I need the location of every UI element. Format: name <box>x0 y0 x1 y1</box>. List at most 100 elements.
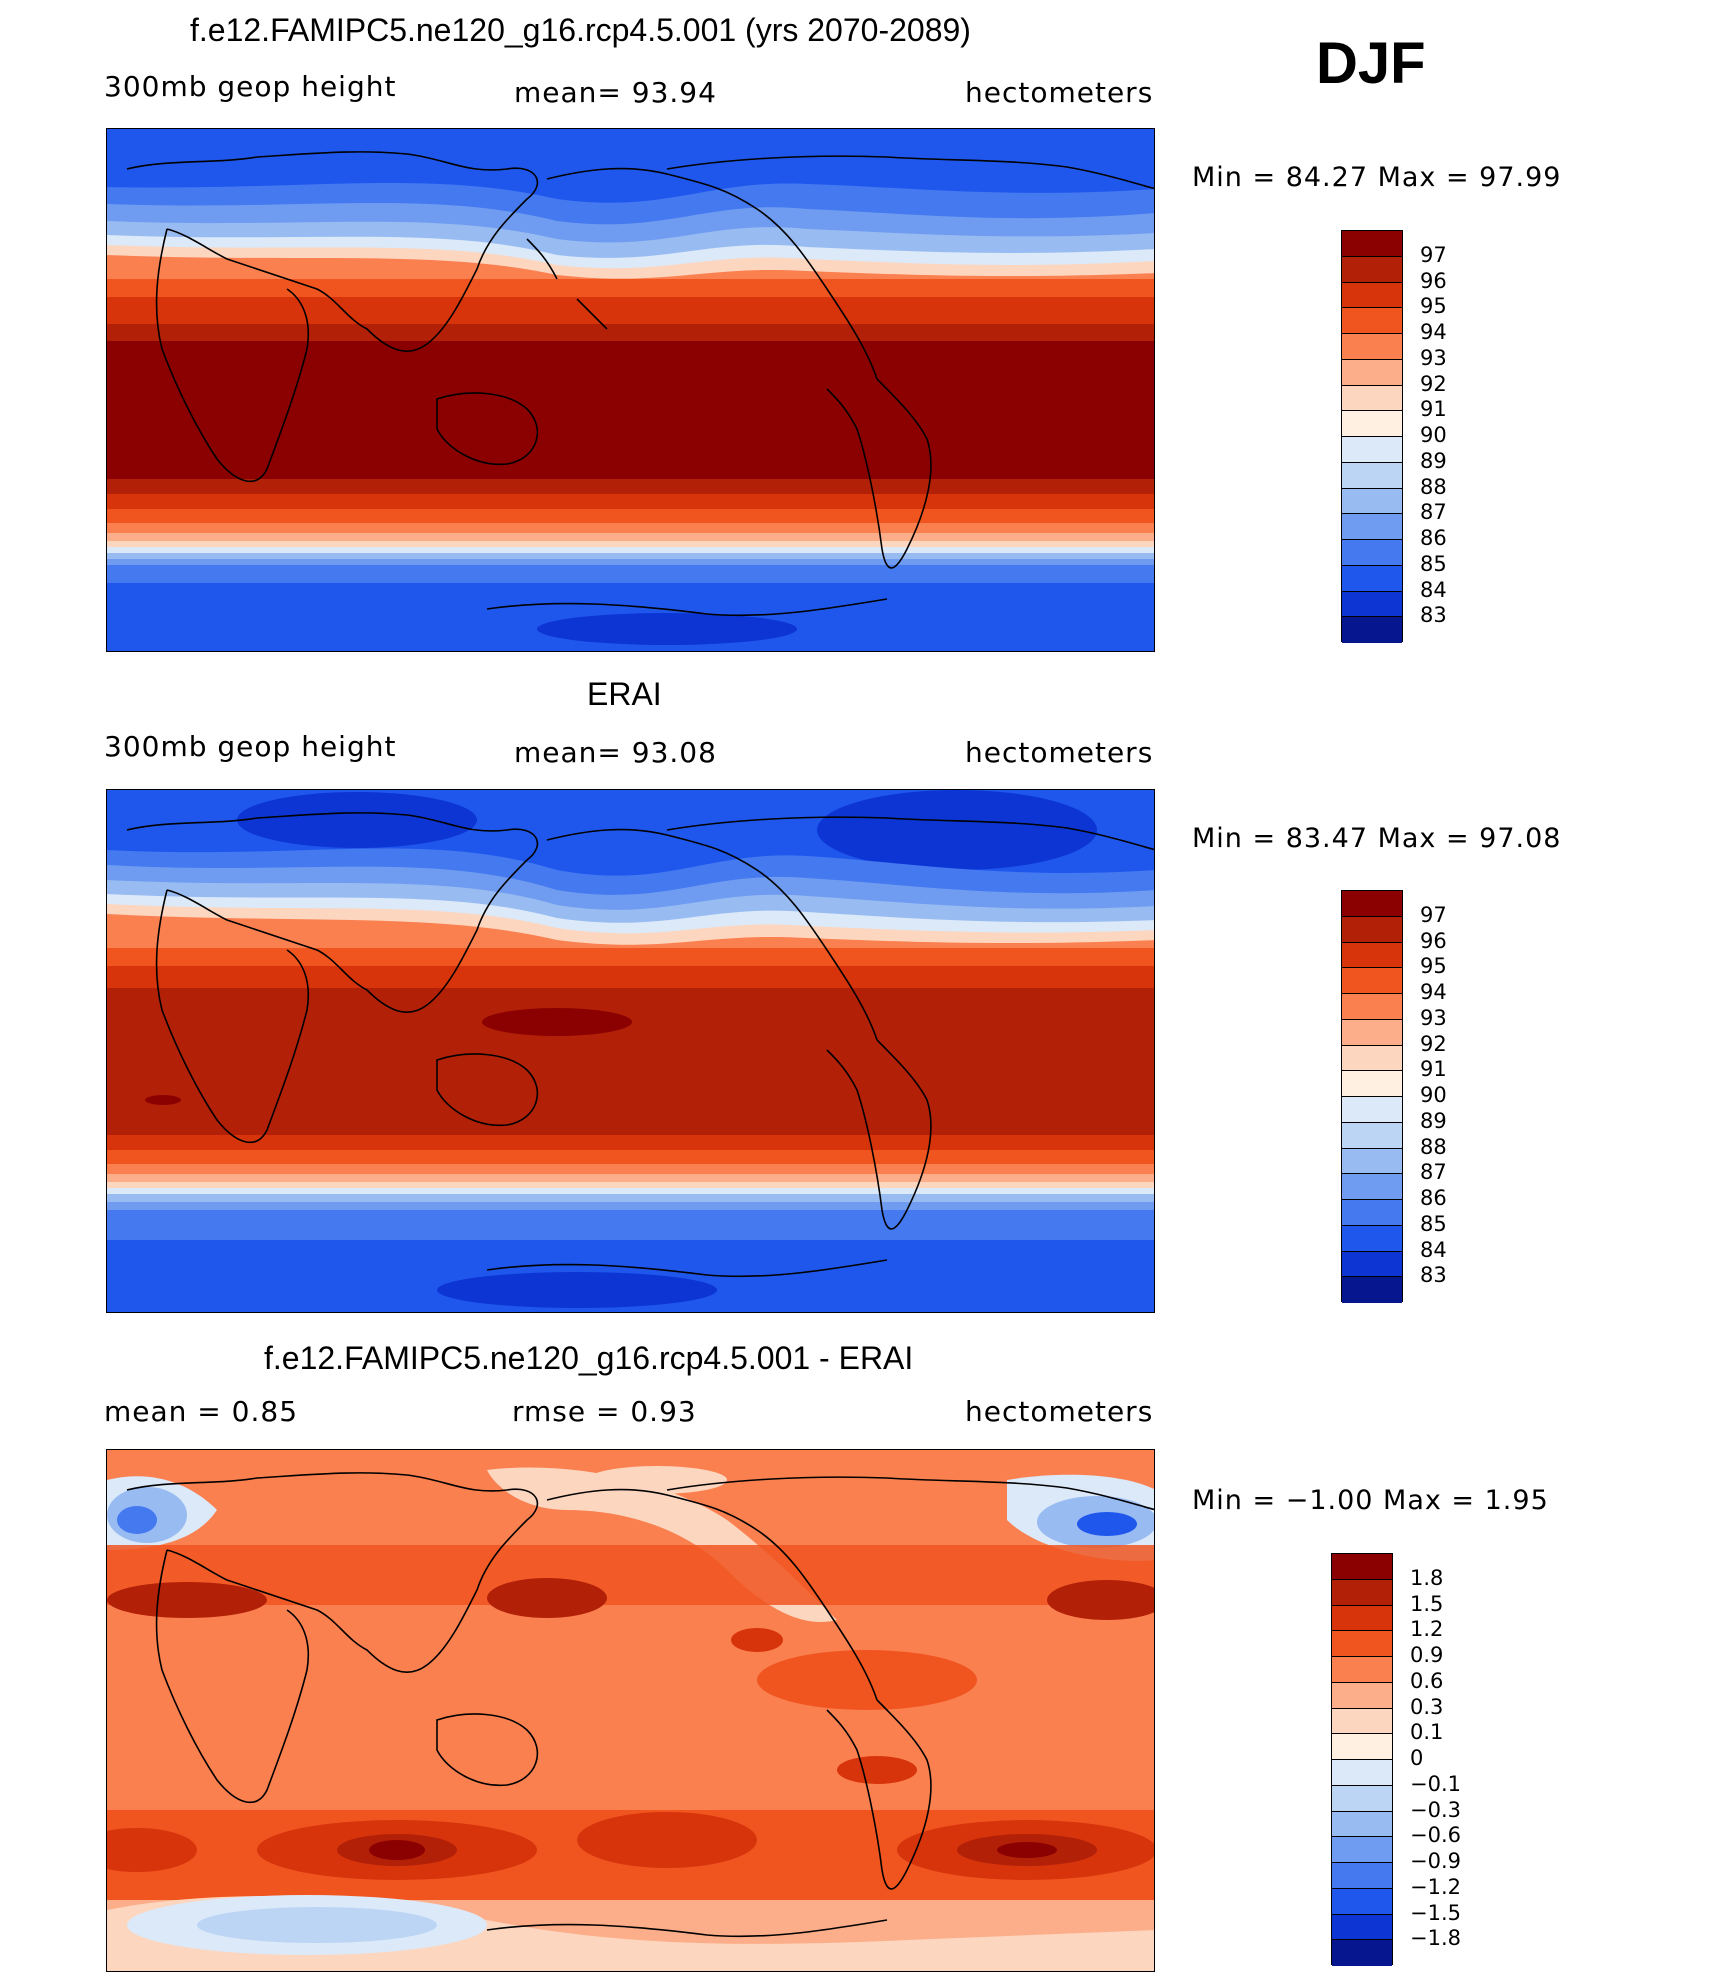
panel-3-map <box>106 1449 1155 1972</box>
colorbar-swatch <box>1332 1631 1392 1657</box>
colorbar-swatch <box>1342 968 1402 994</box>
colorbar-tick-label: 0.1 <box>1410 1720 1444 1745</box>
panel-3-colorbar <box>1331 1553 1393 1966</box>
colorbar-tick-label: −0.6 <box>1410 1823 1461 1848</box>
colorbar-tick-label: 95 <box>1420 294 1447 319</box>
colorbar-swatch <box>1332 1657 1392 1683</box>
colorbar-swatch <box>1332 1708 1392 1735</box>
colorbar-tick-label: 1.2 <box>1410 1617 1444 1642</box>
colorbar-swatch <box>1342 411 1402 437</box>
colorbar-swatch <box>1332 1554 1392 1580</box>
panel-2-minmax: Min = 83.47 Max = 97.08 <box>1192 823 1562 854</box>
colorbar-tick-label: 93 <box>1420 1005 1447 1030</box>
colorbar-swatch <box>1332 1811 1392 1838</box>
colorbar-tick-label: 84 <box>1420 1237 1447 1262</box>
colorbar-tick-label: 91 <box>1420 397 1447 422</box>
colorbar-swatch <box>1342 437 1402 463</box>
colorbar-tick-label: 87 <box>1420 1160 1447 1185</box>
colorbar-swatch <box>1342 514 1402 540</box>
panel-1-title: f.e12.FAMIPC5.ne120_g16.rcp4.5.001 (yrs … <box>190 12 971 48</box>
colorbar-swatch <box>1342 540 1402 566</box>
panel-3-rmse-label: rmse = 0.93 <box>512 1395 697 1428</box>
colorbar-tick-label: 86 <box>1420 526 1447 550</box>
colorbar-tick-label: 95 <box>1420 954 1447 979</box>
colorbar-swatch <box>1342 1045 1402 1072</box>
colorbar-swatch <box>1342 256 1402 283</box>
colorbar-tick-label: 88 <box>1420 474 1447 499</box>
colorbar-swatch <box>1342 617 1402 643</box>
colorbar-tick-label: 93 <box>1420 345 1447 370</box>
colorbar-tick-label: 96 <box>1420 268 1447 293</box>
colorbar-tick-label: 92 <box>1420 1031 1447 1056</box>
colorbar-tick-label: −1.2 <box>1410 1874 1461 1899</box>
colorbar-tick-label: 83 <box>1420 1263 1447 1288</box>
colorbar-tick-label: 89 <box>1420 448 1447 473</box>
colorbar-tick-label: 1.8 <box>1410 1565 1444 1590</box>
colorbar-tick-label: 91 <box>1420 1057 1447 1082</box>
panel-3-title: f.e12.FAMIPC5.ne120_g16.rcp4.5.001 - ERA… <box>264 1340 914 1376</box>
colorbar-swatch <box>1342 916 1402 943</box>
colorbar-tick-label: 1.5 <box>1410 1591 1444 1616</box>
colorbar-tick-label: −1.5 <box>1410 1900 1461 1925</box>
season-label: DJF <box>1316 31 1426 96</box>
panel-3-minmax: Min = −1.00 Max = 1.95 <box>1192 1485 1549 1516</box>
colorbar-tick-label: −0.9 <box>1410 1849 1461 1873</box>
colorbar-swatch <box>1332 1914 1392 1941</box>
colorbar-swatch <box>1342 591 1402 618</box>
colorbar-tick-label: 90 <box>1420 1083 1447 1107</box>
colorbar-swatch <box>1332 1837 1392 1863</box>
colorbar-tick-label: −0.3 <box>1410 1797 1461 1822</box>
colorbar-swatch <box>1342 942 1402 969</box>
colorbar-tick-label: 94 <box>1420 320 1447 344</box>
colorbar-tick-label: 87 <box>1420 500 1447 525</box>
colorbar-tick-label: 96 <box>1420 928 1447 953</box>
colorbar-swatch <box>1332 1682 1392 1709</box>
colorbar-swatch <box>1332 1605 1392 1632</box>
colorbar-swatch <box>1342 385 1402 412</box>
colorbar-tick-label: 90 <box>1420 423 1447 447</box>
colorbar-tick-label: 0 <box>1410 1746 1424 1770</box>
colorbar-swatch <box>1342 1277 1402 1303</box>
panel-2-title: ERAI <box>587 676 662 712</box>
colorbar-swatch <box>1342 1225 1402 1252</box>
colorbar-swatch <box>1342 1097 1402 1123</box>
colorbar-swatch <box>1342 565 1402 592</box>
colorbar-swatch <box>1332 1734 1392 1760</box>
colorbar-tick-label: 0.9 <box>1410 1643 1444 1667</box>
colorbar-swatch <box>1342 359 1402 386</box>
colorbar-swatch <box>1342 282 1402 309</box>
colorbar-swatch <box>1342 1174 1402 1200</box>
colorbar-tick-label: 97 <box>1420 902 1447 927</box>
colorbar-tick-label: 88 <box>1420 1134 1447 1159</box>
colorbar-swatch <box>1342 891 1402 917</box>
colorbar-tick-label: 89 <box>1420 1108 1447 1133</box>
colorbar-tick-label: 85 <box>1420 551 1447 576</box>
panel-3-units-label: hectometers <box>965 1395 1154 1428</box>
colorbar-swatch <box>1342 1019 1402 1046</box>
panel-1-units-label: hectometers <box>965 76 1154 109</box>
colorbar-swatch <box>1332 1940 1392 1966</box>
colorbar-swatch <box>1342 462 1402 489</box>
panel-2-units-label: hectometers <box>965 736 1154 769</box>
panel-2-variable-label: 300mb geop height <box>104 730 397 763</box>
panel-1-minmax: Min = 84.27 Max = 97.99 <box>1192 162 1562 193</box>
panel-1-colorbar <box>1341 230 1403 643</box>
panel-2-colorbar <box>1341 890 1403 1303</box>
colorbar-swatch <box>1332 1863 1392 1889</box>
colorbar-swatch <box>1342 1071 1402 1097</box>
colorbar-swatch <box>1332 1888 1392 1915</box>
colorbar-tick-label: 94 <box>1420 980 1447 1004</box>
colorbar-swatch <box>1342 488 1402 515</box>
colorbar-swatch <box>1332 1785 1392 1812</box>
panel-1-mean-label: mean= 93.94 <box>514 76 717 109</box>
colorbar-swatch <box>1342 231 1402 257</box>
colorbar-swatch <box>1342 1148 1402 1175</box>
panel-1-map <box>106 128 1155 652</box>
colorbar-tick-label: 97 <box>1420 242 1447 267</box>
colorbar-swatch <box>1342 994 1402 1020</box>
panel-2-mean-label: mean= 93.08 <box>514 736 717 769</box>
colorbar-tick-label: 85 <box>1420 1211 1447 1236</box>
colorbar-tick-label: 84 <box>1420 577 1447 602</box>
panel-1-variable-label: 300mb geop height <box>104 70 397 103</box>
colorbar-tick-label: 0.3 <box>1410 1694 1444 1719</box>
